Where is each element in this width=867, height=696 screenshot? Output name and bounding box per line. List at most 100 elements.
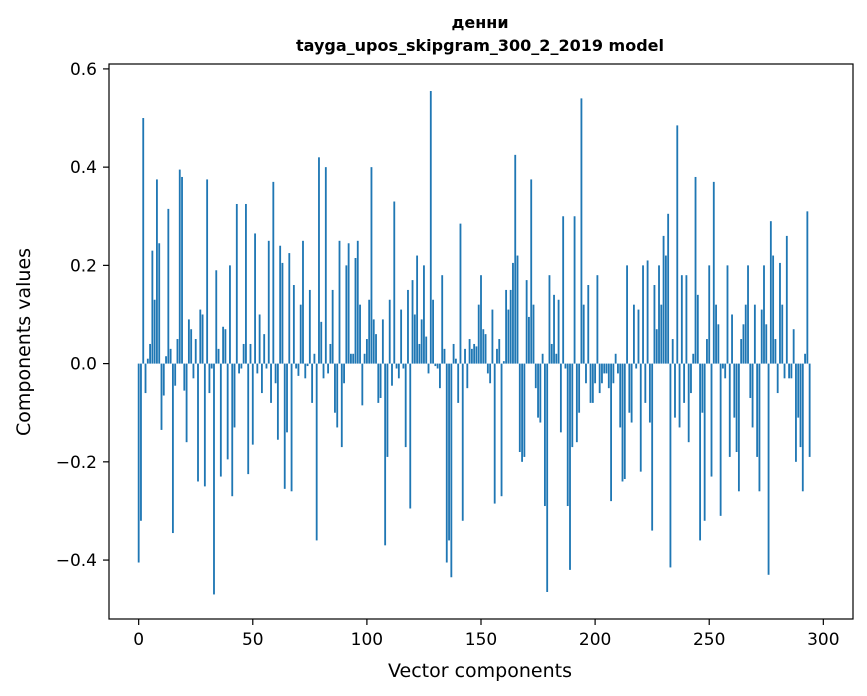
bar-25 [194, 339, 197, 364]
bar-36 [219, 363, 222, 477]
bar-200 [594, 363, 597, 384]
bar-248 [703, 363, 706, 521]
bar-281 [779, 262, 781, 364]
bar-92 [347, 243, 350, 364]
bar-224 [648, 363, 651, 423]
bar-112 [393, 201, 396, 364]
bar-284 [785, 235, 788, 364]
bar-247 [701, 363, 704, 413]
bar-131 [436, 363, 439, 369]
x-axis-ticks: 0 50 100 150 200 250 300 [133, 619, 840, 650]
bar-37 [222, 326, 225, 364]
bar-80 [320, 321, 323, 364]
bar-217 [633, 304, 635, 364]
bar-31 [208, 363, 211, 394]
bar-109 [386, 363, 389, 457]
bar-50 [251, 363, 254, 445]
bar-260 [731, 314, 733, 364]
bar-96 [356, 240, 359, 364]
bar-18 [178, 169, 181, 364]
chart-title-group: денни tayga_upos_skipgram_300_2_2019 mod… [296, 13, 664, 55]
bar-108 [384, 363, 387, 546]
bar-267 [747, 265, 749, 364]
chart-title: денни [451, 13, 508, 32]
bar-81 [322, 363, 325, 379]
bar-54 [261, 363, 263, 394]
bar-0 [137, 363, 140, 563]
bar-256 [722, 363, 724, 369]
bar-19 [181, 176, 183, 364]
bar-288 [795, 363, 797, 462]
bar-197 [587, 285, 590, 364]
bar-35 [217, 348, 220, 364]
bar-129 [432, 299, 434, 364]
bar-72 [302, 240, 304, 364]
bar-43 [235, 203, 238, 364]
bar-226 [653, 285, 656, 364]
bar-57 [267, 240, 270, 364]
bar-103 [372, 319, 375, 364]
bar-266 [744, 304, 747, 364]
x-tick-label: 250 [693, 630, 725, 650]
bar-11 [162, 363, 165, 396]
x-tick-label: 100 [351, 630, 383, 650]
bar-152 [484, 334, 487, 364]
bar-153 [486, 363, 489, 374]
bar-139 [454, 358, 457, 364]
y-tick-label: 0.4 [70, 158, 97, 178]
bar-250 [708, 265, 711, 364]
bar-130 [434, 363, 437, 367]
bar-28 [201, 314, 204, 364]
bar-115 [400, 309, 403, 364]
bar-14 [169, 348, 172, 364]
bar-242 [690, 363, 692, 394]
bar-142 [461, 363, 464, 521]
bar-61 [276, 363, 279, 440]
bar-63 [281, 262, 284, 364]
bar-82 [324, 167, 327, 364]
bar-149 [477, 304, 480, 364]
bar-191 [573, 216, 576, 364]
bar-137 [450, 363, 453, 578]
bar-101 [368, 299, 371, 364]
bar-207 [610, 363, 612, 502]
bar-104 [375, 334, 377, 364]
bar-180 [548, 275, 551, 364]
y-tick-label: 0.2 [70, 256, 97, 276]
y-tick-label: 0.6 [70, 60, 97, 80]
bar-166 [516, 255, 519, 364]
bar-160 [502, 361, 505, 364]
bar-111 [391, 363, 393, 386]
bar-126 [425, 336, 428, 364]
bar-75 [308, 289, 311, 364]
bar-71 [299, 304, 302, 364]
bar-151 [482, 329, 485, 364]
bar-220 [639, 363, 642, 472]
bar-120 [411, 280, 414, 364]
bar-144 [466, 363, 469, 389]
bar-227 [655, 329, 658, 364]
bar-114 [397, 363, 400, 379]
bar-278 [772, 255, 775, 364]
bar-209 [614, 353, 617, 364]
bar-133 [441, 275, 444, 364]
bar-83 [327, 363, 330, 374]
bar-123 [418, 343, 421, 364]
bar-223 [646, 260, 649, 364]
bar-206 [607, 363, 610, 389]
bar-156 [493, 363, 496, 504]
bar-238 [680, 275, 683, 364]
bar-202 [598, 363, 601, 394]
bar-187 [564, 363, 567, 369]
bar-95 [354, 258, 357, 364]
bar-65 [286, 363, 288, 433]
bar-231 [664, 255, 667, 364]
bar-141 [459, 223, 462, 364]
bar-280 [776, 363, 779, 394]
bar-1 [140, 363, 142, 521]
bar-193 [578, 363, 581, 413]
bar-201 [596, 275, 599, 364]
x-tick-label: 150 [465, 630, 497, 650]
bar-78 [315, 363, 318, 541]
bar-222 [644, 363, 647, 403]
